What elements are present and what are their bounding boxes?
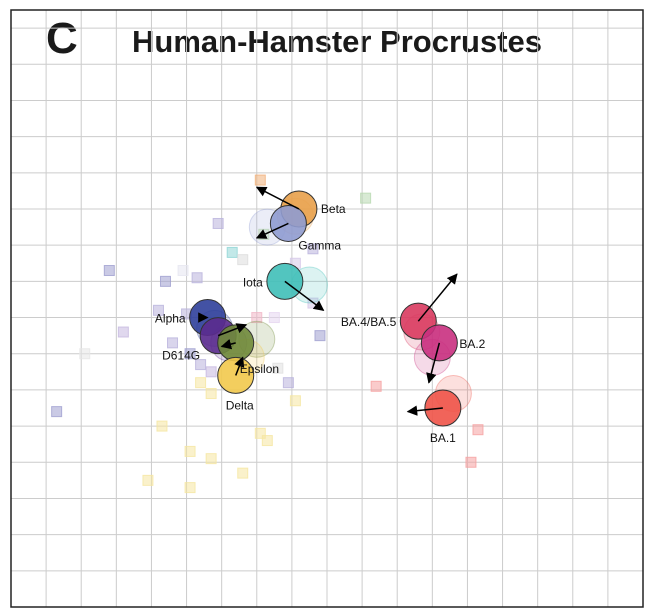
arrow-beta	[255, 186, 300, 210]
arrow-delta	[234, 356, 245, 376]
arrow-iota	[284, 280, 325, 311]
background-point	[159, 275, 171, 287]
variant-labels: Beta Gamma Iota Alpha D614G Epsilon Delta BA.4/…	[155, 202, 486, 445]
arrow-ba-4-ba-5	[417, 273, 458, 322]
arrows	[217, 186, 458, 416]
background-point	[205, 453, 217, 465]
plot-frame	[10, 9, 644, 608]
background-point	[212, 217, 224, 229]
background-point	[237, 467, 249, 479]
arrow-ba-2	[426, 342, 441, 384]
arrow-d614g	[217, 323, 248, 337]
background-point	[142, 474, 154, 486]
arrow-epsilon	[220, 339, 236, 350]
background-point	[237, 254, 249, 266]
background-point	[254, 427, 266, 439]
background-point	[103, 265, 115, 277]
background-point	[195, 359, 207, 371]
background-point	[282, 377, 294, 389]
background-point	[360, 192, 372, 204]
variant-label: Iota	[243, 275, 263, 289]
variant-label: Delta	[226, 398, 254, 412]
background-point	[289, 395, 301, 407]
background-point	[314, 330, 326, 342]
background-point	[79, 348, 91, 360]
arrow-ba-1	[406, 405, 443, 416]
background-point	[184, 482, 196, 494]
variant-label: Beta	[321, 202, 346, 216]
background-point	[272, 362, 284, 374]
variant-label: BA.4/BA.5	[341, 315, 397, 329]
chart-title: Human-Hamster Procrustes	[132, 24, 543, 59]
background-point	[51, 406, 63, 418]
background-point	[195, 377, 207, 389]
background-point	[184, 348, 196, 360]
background-points	[51, 174, 484, 494]
background-point	[254, 174, 266, 186]
variant-label: BA.2	[459, 337, 485, 351]
background-point	[184, 445, 196, 457]
background-point	[191, 272, 203, 284]
background-point	[251, 312, 263, 324]
background-point	[261, 435, 273, 447]
grid	[10, 10, 644, 608]
background-point	[177, 265, 189, 277]
variant-label: D614G	[162, 349, 200, 363]
background-point	[465, 456, 477, 468]
background-point	[472, 424, 484, 436]
background-point	[117, 326, 129, 338]
variant-label: BA.1	[430, 431, 456, 445]
background-point	[205, 366, 217, 378]
background-point	[152, 304, 164, 316]
background-point	[205, 388, 217, 400]
panel-letter: C	[46, 14, 78, 63]
background-point	[370, 380, 382, 392]
background-point	[226, 246, 238, 258]
variant-label: Epsilon	[240, 362, 279, 376]
background-point	[167, 337, 179, 349]
background-point	[307, 243, 319, 255]
arrow-gamma	[255, 222, 289, 239]
variant-label: Alpha	[155, 312, 186, 326]
background-point	[156, 420, 168, 432]
background-point	[268, 312, 280, 324]
variant-label: Gamma	[298, 238, 341, 252]
variant-points	[189, 190, 462, 427]
